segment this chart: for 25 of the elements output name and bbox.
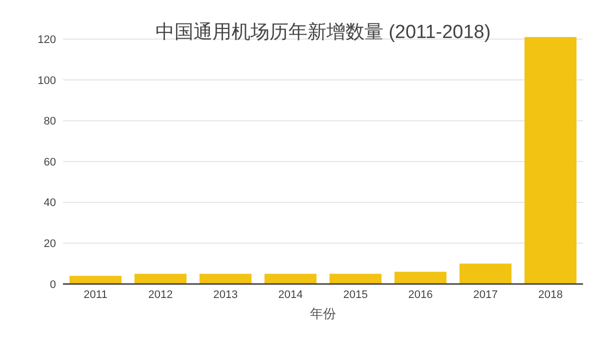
- bar: [394, 272, 446, 284]
- x-tick-label: 2015: [343, 289, 368, 301]
- x-tick-label: 2018: [538, 289, 563, 301]
- bar: [330, 274, 382, 284]
- x-tick-label: 2012: [148, 289, 173, 301]
- bar: [200, 274, 252, 284]
- bar: [70, 276, 122, 284]
- y-tick-label: 0: [50, 278, 56, 291]
- bar: [460, 264, 512, 284]
- bar: [524, 37, 576, 284]
- bar: [264, 274, 316, 284]
- x-tick-label: 2016: [408, 289, 433, 301]
- x-tick-label: 2017: [473, 289, 498, 301]
- x-axis-title: 年份: [310, 306, 336, 321]
- y-tick-label: 120: [38, 34, 56, 46]
- bar: [134, 274, 186, 284]
- y-tick-label: 40: [44, 197, 56, 210]
- y-tick-label: 100: [38, 74, 56, 87]
- chart-title: 中国通用机场历年新增数量 (2011-2018): [155, 21, 491, 43]
- x-tick-label: 2013: [213, 289, 238, 301]
- x-tick-label: 2011: [84, 289, 108, 301]
- y-tick-label: 20: [44, 238, 56, 250]
- y-tick-label: 60: [44, 156, 56, 168]
- y-tick-label: 80: [44, 116, 56, 128]
- x-tick-label: 2014: [278, 289, 303, 301]
